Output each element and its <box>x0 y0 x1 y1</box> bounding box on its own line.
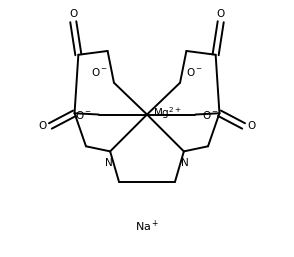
Text: O$^-$: O$^-$ <box>75 108 92 121</box>
Text: Na$^+$: Na$^+$ <box>135 219 159 234</box>
Text: N: N <box>181 158 189 168</box>
Text: O: O <box>248 121 256 131</box>
Text: Mg$^{2+}$: Mg$^{2+}$ <box>153 105 182 121</box>
Text: O$^-$: O$^-$ <box>202 108 219 121</box>
Text: O$^-$: O$^-$ <box>186 66 203 78</box>
Text: N: N <box>105 158 113 168</box>
Text: O: O <box>217 9 225 19</box>
Text: O$^-$: O$^-$ <box>91 66 108 78</box>
Text: O: O <box>69 9 77 19</box>
Text: O: O <box>38 121 46 131</box>
